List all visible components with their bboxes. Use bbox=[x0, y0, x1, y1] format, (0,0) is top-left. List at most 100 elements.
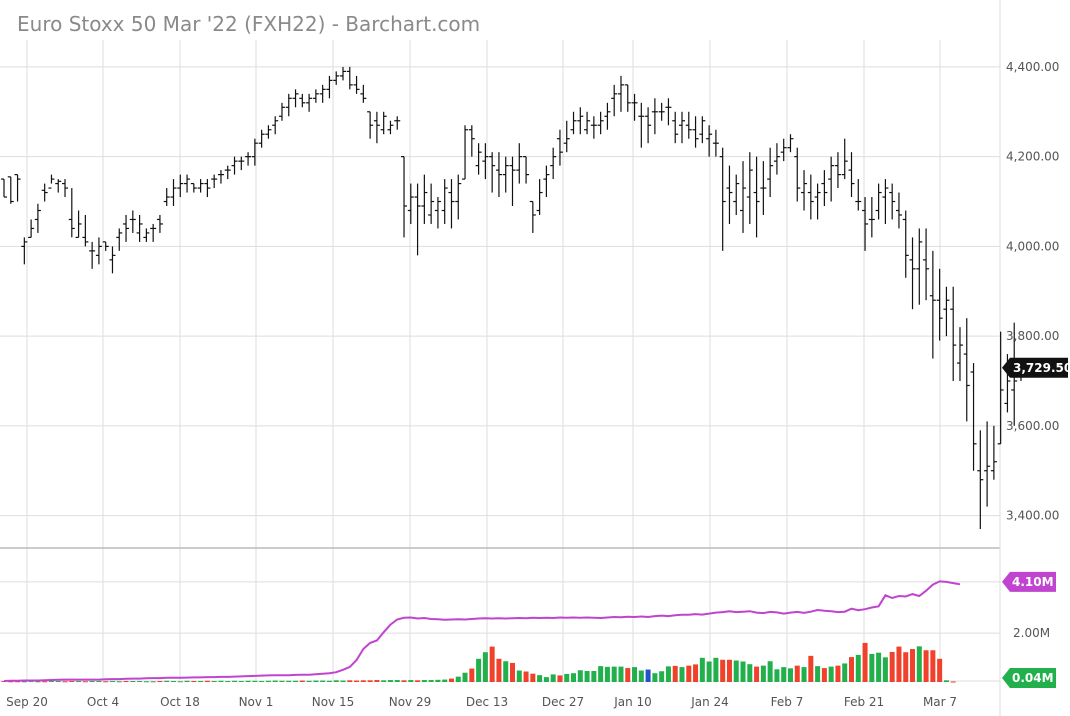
volume-bar bbox=[340, 680, 346, 682]
volume-bar bbox=[923, 650, 929, 682]
volume-bar bbox=[455, 676, 461, 682]
volume-bar bbox=[598, 666, 604, 682]
volume-bar bbox=[116, 681, 122, 683]
volume-bar bbox=[482, 652, 488, 682]
volume-bar bbox=[137, 681, 143, 683]
volume-bar bbox=[577, 670, 583, 682]
x-tick-label: Oct 4 bbox=[87, 695, 119, 709]
volume-bar bbox=[62, 681, 68, 683]
volume-bar bbox=[211, 681, 217, 683]
volume-bar bbox=[754, 666, 760, 682]
volume-bar bbox=[842, 663, 848, 682]
volume-bar bbox=[394, 680, 400, 682]
volume-bar bbox=[360, 680, 366, 682]
volume-bar bbox=[713, 657, 719, 682]
volume-bar bbox=[591, 671, 597, 682]
volume-bar bbox=[618, 666, 624, 682]
volume-tick-label: 2.00M bbox=[1013, 626, 1050, 640]
volume-bar bbox=[387, 680, 393, 682]
volume-bar bbox=[347, 680, 353, 682]
volume-bar bbox=[503, 661, 509, 682]
volume-bar bbox=[489, 646, 495, 682]
volume-bar bbox=[103, 681, 109, 683]
volume-bar bbox=[76, 681, 82, 683]
volume-bar bbox=[245, 680, 251, 682]
volume-bar bbox=[89, 681, 95, 683]
volume-bar bbox=[808, 655, 814, 682]
volume-bar bbox=[835, 665, 841, 682]
volume-bar bbox=[476, 658, 482, 682]
volume-bar bbox=[672, 665, 678, 682]
volume-bar bbox=[632, 667, 638, 682]
volume-bar bbox=[259, 681, 265, 683]
volume-bar bbox=[550, 674, 556, 682]
volume-bar bbox=[910, 649, 916, 682]
volume-bar bbox=[191, 681, 197, 683]
volume-bar bbox=[543, 677, 549, 682]
volume-bar bbox=[293, 680, 299, 682]
volume-bar bbox=[184, 680, 190, 682]
volume-bar bbox=[510, 662, 515, 682]
volume-bar bbox=[401, 680, 407, 682]
volume-bar bbox=[69, 681, 75, 683]
volume-bar bbox=[686, 665, 692, 682]
volume-bar bbox=[950, 681, 956, 683]
volume-bar bbox=[516, 670, 522, 682]
x-tick-label: Feb 21 bbox=[844, 695, 884, 709]
volume-bar bbox=[232, 680, 238, 682]
open-interest-badge bbox=[1002, 571, 1056, 592]
volume-bar bbox=[367, 680, 373, 682]
volume-bar bbox=[109, 681, 115, 683]
volume-bar bbox=[557, 675, 563, 682]
open-interest-label: 4.10M bbox=[1012, 575, 1054, 589]
volume-bar bbox=[225, 681, 231, 683]
volume-bar bbox=[679, 667, 685, 682]
volume-bar bbox=[265, 680, 271, 682]
volume-bar bbox=[774, 669, 780, 682]
volume-bar bbox=[469, 668, 475, 682]
volume-bar bbox=[523, 671, 529, 682]
volume-bar bbox=[313, 680, 319, 682]
price-tick-label: 3,600.00 bbox=[1006, 419, 1059, 433]
volume-bar bbox=[96, 681, 102, 683]
volume-bar bbox=[21, 681, 27, 683]
x-tick-label: Jan 10 bbox=[613, 695, 652, 709]
x-tick-label: Nov 1 bbox=[239, 695, 274, 709]
volume-bar bbox=[720, 659, 726, 682]
volume-bar bbox=[916, 646, 922, 682]
volume-bar bbox=[781, 667, 787, 682]
price-tick-label: 3,400.00 bbox=[1006, 509, 1059, 523]
volume-bar bbox=[584, 671, 590, 682]
volume-bar bbox=[787, 668, 793, 682]
volume-bar bbox=[157, 681, 163, 683]
volume-bar bbox=[564, 673, 570, 682]
x-tick-label: Sep 20 bbox=[6, 695, 48, 709]
x-tick-label: Oct 18 bbox=[160, 695, 200, 709]
volume-bar bbox=[665, 666, 671, 682]
volume-bar bbox=[733, 660, 739, 682]
volume-bar bbox=[740, 661, 746, 682]
volume-bar bbox=[204, 680, 210, 682]
volume-bar bbox=[123, 681, 129, 683]
volume-bar bbox=[801, 667, 807, 682]
volume-bar bbox=[462, 672, 468, 682]
volume-label: 0.04M bbox=[1012, 671, 1054, 685]
volume-bar bbox=[252, 680, 258, 682]
volume-bar bbox=[652, 673, 658, 682]
volume-bar bbox=[198, 681, 204, 683]
volume-bar bbox=[177, 681, 183, 683]
volume-bar bbox=[306, 680, 312, 682]
volume-bar bbox=[286, 680, 292, 682]
price-tick-label: 4,200.00 bbox=[1006, 150, 1059, 164]
volume-bar bbox=[828, 666, 834, 682]
volume-bar bbox=[374, 680, 380, 682]
last-price-badge bbox=[1002, 357, 1068, 378]
last-price-label: 3,729.50 bbox=[1013, 361, 1070, 375]
volume-bar bbox=[937, 658, 943, 682]
volume-bar bbox=[333, 680, 339, 682]
volume-bar bbox=[415, 680, 421, 682]
volume-bar bbox=[611, 666, 617, 682]
volume-bar bbox=[604, 666, 610, 682]
price-tick-label: 4,400.00 bbox=[1006, 60, 1059, 74]
volume-bar bbox=[82, 681, 88, 683]
